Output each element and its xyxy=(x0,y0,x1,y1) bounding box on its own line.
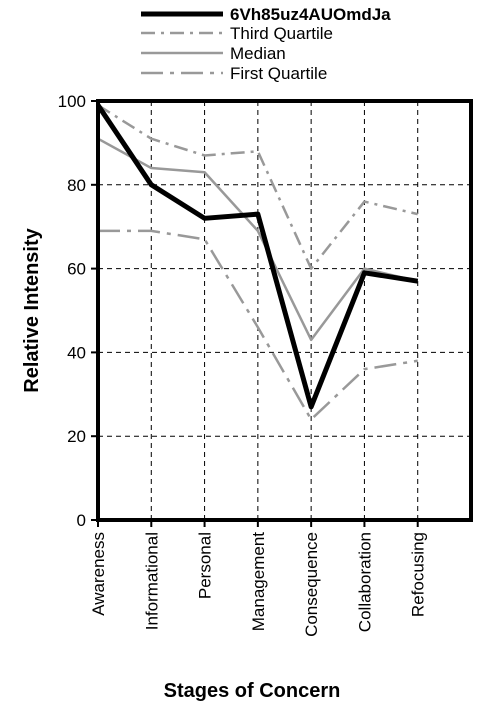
x-tick-label: Consequence xyxy=(302,532,321,637)
x-tick-label: Personal xyxy=(196,532,215,599)
x-tick-label: Awareness xyxy=(89,532,108,616)
series-line-2 xyxy=(97,137,419,342)
y-axis-title: Relative Intensity xyxy=(21,227,43,392)
axis-layer: 0 20 40 60 80 100 Awareness Informational Person… xyxy=(58,92,428,637)
y-tick-label: 40 xyxy=(67,343,86,362)
legend-label: Third Quartile xyxy=(230,24,333,43)
x-tick-label: Management xyxy=(249,532,268,632)
y-tick-label: 80 xyxy=(67,176,86,195)
plot-frame xyxy=(96,99,473,522)
series-line-0 xyxy=(95,103,419,410)
legend-label: Median xyxy=(230,44,286,63)
y-tick-label: 100 xyxy=(58,92,86,111)
legend-label: 6Vh85uz4AUOmdJa xyxy=(230,5,391,24)
x-tick-label: Refocusing xyxy=(409,532,428,617)
x-tick-label: Collaboration xyxy=(355,532,374,632)
y-tick-label: 20 xyxy=(67,427,86,446)
y-tick-label: 0 xyxy=(77,511,86,530)
legend-label: First Quartile xyxy=(230,64,327,83)
grid-layer xyxy=(98,101,471,520)
x-axis-title: Stages of Concern xyxy=(164,680,341,702)
y-tick-label: 60 xyxy=(67,260,86,279)
x-tick-label: Informational xyxy=(142,532,161,630)
series-line-1 xyxy=(97,104,419,270)
series-line-3 xyxy=(98,229,418,421)
series-layer xyxy=(95,103,419,421)
